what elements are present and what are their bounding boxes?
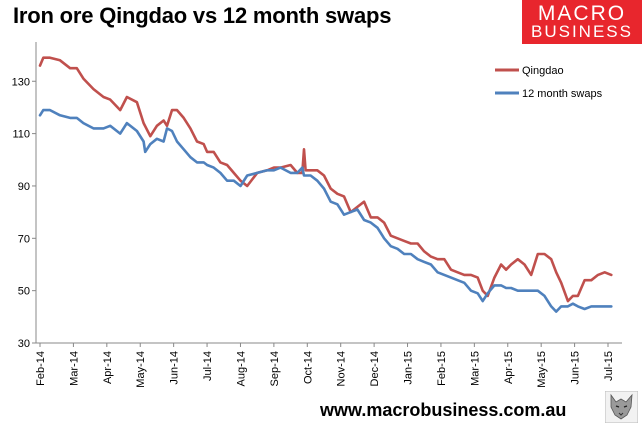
- x-tick-label: Jun-15: [570, 351, 582, 385]
- x-tick-label: Jul-14: [202, 351, 214, 381]
- x-tick-label: Mar-14: [68, 351, 80, 386]
- series-line-qingdao: [38, 56, 613, 303]
- x-tick-label: Apr-15: [503, 351, 515, 384]
- x-tick-label: Jan-15: [403, 351, 415, 385]
- chart-title: Iron ore Qingdao vs 12 month swaps: [13, 3, 392, 28]
- series-line-12-month-swaps: [38, 108, 613, 313]
- footer-url[interactable]: www.macrobusiness.com.au: [320, 400, 567, 420]
- x-tick-label: Feb-14: [35, 351, 47, 386]
- wolf-logo-icon: [605, 391, 638, 423]
- y-tick-label: 130: [12, 76, 30, 88]
- x-tick-label: May-15: [536, 351, 548, 388]
- x-tick-label: May-14: [135, 351, 147, 388]
- x-tick-label: Feb-15: [436, 351, 448, 386]
- y-tick-label: 110: [12, 129, 30, 141]
- y-tick-label: 70: [18, 233, 30, 245]
- logo-line-macro: MACRO: [537, 2, 627, 25]
- logo-line-business: BUSINESS: [531, 22, 633, 41]
- macrobusiness-logo[interactable]: MACRO BUSINESS: [522, 0, 642, 44]
- x-tick-label: Jul-15: [603, 351, 615, 381]
- x-tick-label: Sep-14: [269, 351, 281, 386]
- legend-label: 12 month swaps: [522, 88, 603, 100]
- x-tick-label: Apr-14: [102, 351, 114, 384]
- y-tick-label: 30: [18, 338, 30, 350]
- chart-series: [38, 56, 613, 313]
- chart-axes: 30 50 70 90 110 130 Feb-14 Mar-14 Apr-14 May-14 Ju…: [12, 42, 622, 388]
- legend-label: Qingdao: [522, 65, 564, 77]
- x-tick-label: Mar-15: [469, 351, 481, 386]
- x-tick-label: Oct-14: [302, 351, 314, 384]
- x-tick-label: Aug-14: [235, 351, 247, 386]
- x-tick-label: Jun-14: [169, 351, 181, 385]
- y-tick-label: 90: [18, 181, 30, 193]
- chart-legend: Qingdao 12 month swaps: [495, 65, 603, 100]
- x-tick-label: Nov-14: [336, 351, 348, 386]
- x-tick-label: Dec-14: [369, 351, 381, 386]
- y-tick-label: 50: [18, 286, 30, 298]
